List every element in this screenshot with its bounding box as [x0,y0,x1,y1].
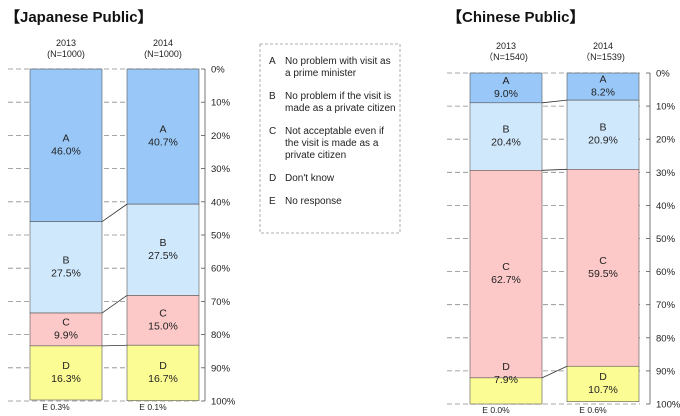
china-bar-2013-label-a: A 9.0% [494,75,518,100]
china-tick-label: 20% [656,135,676,146]
legend-box [259,43,401,234]
japan-bar-2014-label-e: E 0.1% [139,402,167,412]
japan-tick-label: 20% [211,131,231,142]
china-tick-label: 100% [656,400,680,411]
japan-sample-size-2013: (N=1000) [47,49,85,59]
legend-key-d: D [269,173,276,184]
legend-text-d: Don't know [285,173,335,184]
china-bar-2014-label-d: D 10.7% [588,371,618,396]
japan-tick-label: 30% [211,164,231,175]
china-bar-2014-label-b: B 20.9% [588,122,618,147]
legend-text-e: No response [285,196,342,207]
japan-bar-2013-label-a: A 46.0% [51,132,81,157]
china-tick-label: 90% [656,366,676,377]
china-tick-label: 50% [656,234,676,245]
japan-tick-label: 10% [211,98,231,109]
china-sample-size-2014: （N=1539) [581,52,625,62]
legend-key-e: E [269,196,276,207]
china-bar-2013-segment-b [469,102,543,171]
japan-connector-line [101,344,128,347]
legend-text-c: Not acceptable even if [285,126,384,137]
japan-bar-2013-segment-b [29,221,103,314]
china-connector-line [541,365,568,379]
japan-tick-label: 100% [211,397,236,408]
legend-text-b: No problem if the visit is [285,91,391,102]
china-bar-2014-segment-d [566,365,640,402]
china-bar-2014-segment-c [566,169,640,367]
china-bar-2014-label-a: A 8.2% [591,74,615,99]
japan-chart-title: 【Japanese Public】 [5,8,153,26]
legend-key-a: A [269,56,276,67]
china-bar-2014-label-e: E 0.6% [579,405,607,415]
china-tick-label: 60% [656,267,676,278]
china-bar-2014-label-c: C 59.5% [588,255,618,280]
china-tick-label: 40% [656,201,676,212]
legend-text-a: a prime minister [285,68,357,79]
china-year-2014: 2014 [593,41,613,51]
japan-year-2013: 2013 [56,38,76,48]
china-bar-2013-segment-d [469,377,543,405]
china-bar-2013-segment-a [469,72,543,104]
china-tick-label: 80% [656,333,676,344]
japan-bar-2013-segment-d [29,345,103,401]
japan-bar-2014-segment-c [126,295,200,346]
japan-bar-2013-label-b: B 27.5% [51,254,81,279]
china-connector-line [541,99,568,104]
legend-key-c: C [269,126,276,137]
china-tick-label: 10% [656,102,676,113]
japan-tick-label: 90% [211,363,231,374]
legend-text-b: made as a private citizen [285,103,396,114]
japan-bar-2013-label-d: D 16.3% [51,360,81,385]
china-bar-2013-label-b: B 20.4% [491,124,521,149]
legend-text-a: No problem with visit as [285,56,391,67]
china-tick-label: 0% [656,69,670,80]
japan-bar-2013-label-c: C 9.9% [54,316,78,341]
china-bar-2013-label-c: C 62.7% [491,261,521,286]
china-sample-size-2013: （N=1540) [484,52,528,62]
japan-tick-label: 80% [211,330,231,341]
legend-text-c: the visit is made as a [285,138,379,149]
china-tick-label: 30% [656,168,676,179]
legend-key-b: B [269,91,276,102]
japan-tick-label: 40% [211,197,231,208]
japan-tick-label: 50% [211,231,231,242]
japan-bar-2014-label-c: C 15.0% [148,307,178,332]
japan-bar-2014-segment-b [126,203,200,296]
legend: A No problem with visit asa prime ministe… [259,43,401,234]
japan-bar-2014-segment-a [126,68,200,205]
japan-bar-2014-segment-d [126,344,200,401]
japan-tick-label: 60% [211,264,231,275]
china-bar-2013-label-d: D 7.9% [494,361,518,386]
japan-bar-2014-label-b: B 27.5% [148,237,178,262]
japan-bar-2014-label-a: A 40.7% [148,124,178,149]
china-bar-2013-segment-c [469,170,543,379]
japan-bar-2013-segment-a [29,68,103,223]
china-bar-2014-segment-b [566,99,640,170]
japan-connector-line [101,203,128,223]
legend-text-c: private citizen [285,150,346,161]
china-connector-line [541,168,568,171]
china-bar-2013-label-e: E 0.0% [482,405,510,415]
japan-bar-2013-label-e: E 0.3% [42,402,70,412]
japan-connector-line [101,295,128,314]
china-tick-label: 70% [656,300,676,311]
japan-sample-size-2014: (N=1000) [144,49,182,59]
japan-bar-2014-label-d: D 16.7% [148,360,178,385]
japan-tick-label: 70% [211,297,231,308]
china-chart-title: 【Chinese Public】 [447,8,585,26]
japan-year-2014: 2014 [153,38,173,48]
china-year-2013: 2013 [496,41,516,51]
japan-tick-label: 0% [211,65,225,76]
